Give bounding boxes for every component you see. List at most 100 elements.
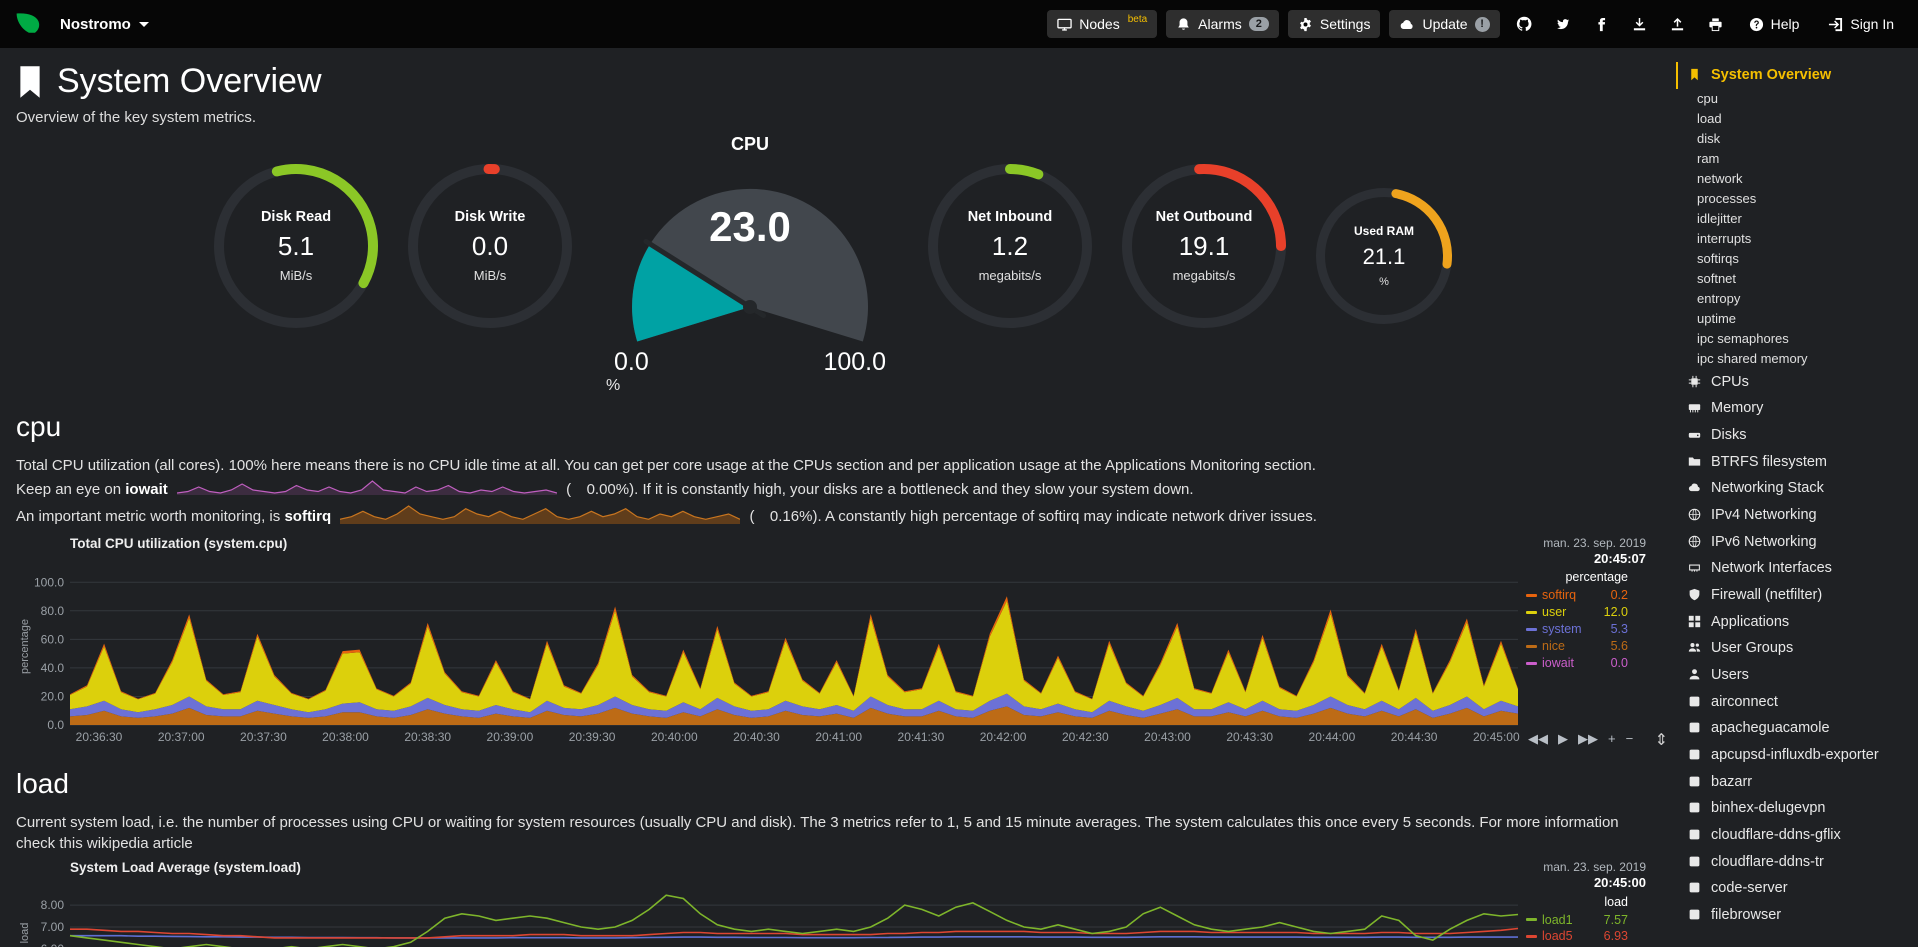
sidebar-item-cloudflare-ddns-gflix[interactable]: cloudflare-ddns-gflix bbox=[1686, 822, 1912, 849]
sidebar-item-system-overview[interactable]: System Overview bbox=[1676, 62, 1912, 89]
sidebar-item-filebrowser[interactable]: filebrowser bbox=[1686, 902, 1912, 929]
legend-item-nice[interactable]: nice 5.6 bbox=[1526, 638, 1644, 655]
svg-text:20:36:30: 20:36:30 bbox=[76, 730, 123, 744]
gauge-max: 100.0 bbox=[823, 348, 886, 376]
sidebar-subitem-softirqs[interactable]: softirqs bbox=[1697, 251, 1739, 267]
svg-text:20:41:30: 20:41:30 bbox=[898, 730, 945, 744]
sidebar-item-cpus[interactable]: CPUs bbox=[1686, 369, 1912, 396]
bookmark-icon bbox=[16, 65, 44, 98]
chart-plot-area[interactable]: load8.007.006.005.0020:36:3020:37:0020:3… bbox=[16, 893, 1526, 947]
sidebar-item-bazarr[interactable]: bazarr bbox=[1686, 769, 1912, 796]
gauge-disk-write[interactable]: Disk Write 0.0 MiB/s bbox=[406, 162, 574, 330]
folder-icon bbox=[1686, 454, 1702, 468]
sidebar-subitem-ipc-shared-memory[interactable]: ipc shared memory bbox=[1697, 351, 1808, 367]
netdata-logo[interactable] bbox=[14, 10, 42, 38]
softirq-value: 0.16% bbox=[769, 508, 813, 525]
chart-plot-area[interactable]: percentage 100.0 80.0 60.0 40.0 20.0 0.0 20:36:… bbox=[16, 568, 1526, 752]
zoom-out-button[interactable]: − bbox=[1625, 731, 1634, 747]
sidebar-item-users[interactable]: Users bbox=[1686, 662, 1912, 689]
box-icon bbox=[1686, 854, 1702, 868]
sidebar-subitem-ram[interactable]: ram bbox=[1697, 151, 1720, 167]
sidebar-item-apcupsd-influxdb-exporter[interactable]: apcupsd-influxdb-exporter bbox=[1686, 742, 1912, 769]
sidebar-subitem-ipc-semaphores[interactable]: ipc semaphores bbox=[1697, 331, 1789, 347]
sidebar-subitem-processes[interactable]: processes bbox=[1697, 191, 1757, 207]
sidebar-item-airconnect[interactable]: airconnect bbox=[1686, 689, 1912, 716]
facebook-icon[interactable] bbox=[1587, 13, 1616, 36]
upload-icon[interactable] bbox=[1663, 13, 1692, 36]
cpu-section-heading: cpu bbox=[16, 411, 62, 442]
help-button[interactable]: Help bbox=[1739, 10, 1810, 38]
legend-item-load1[interactable]: load1 7.57 bbox=[1526, 912, 1644, 929]
sidebar-item-ipv6-networking[interactable]: IPv6 Networking bbox=[1686, 529, 1912, 556]
globe-icon bbox=[1686, 507, 1702, 521]
sidebar-subitem-uptime[interactable]: uptime bbox=[1697, 311, 1737, 327]
download-icon[interactable] bbox=[1625, 13, 1654, 36]
twitter-icon[interactable] bbox=[1548, 13, 1578, 35]
sidebar-subitem-softnet[interactable]: softnet bbox=[1697, 271, 1737, 287]
legend-units: load bbox=[1604, 894, 1628, 909]
github-icon[interactable] bbox=[1509, 12, 1539, 36]
sidebar-item-memory[interactable]: Memory bbox=[1686, 395, 1912, 422]
update-button[interactable]: Update ! bbox=[1389, 10, 1500, 38]
sidebar-item-ipv4-networking[interactable]: IPv4 Networking bbox=[1686, 502, 1912, 529]
nodes-button[interactable]: Nodes beta bbox=[1047, 10, 1158, 38]
legend-item-softirq[interactable]: softirq 0.2 bbox=[1526, 587, 1644, 604]
signin-button[interactable]: Sign In bbox=[1818, 10, 1904, 38]
print-icon[interactable] bbox=[1701, 13, 1730, 36]
legend-item-iowait[interactable]: iowait 0.0 bbox=[1526, 655, 1644, 672]
sidebar-item-network-interfaces[interactable]: Network Interfaces bbox=[1686, 555, 1912, 582]
sidebar-subitem-disk[interactable]: disk bbox=[1697, 131, 1721, 147]
node-selector[interactable]: Nostromo bbox=[54, 15, 155, 34]
svg-text:0.0: 0.0 bbox=[47, 718, 64, 732]
sidebar-subitem-load[interactable]: load bbox=[1697, 111, 1722, 127]
gauge-label: Net Inbound bbox=[967, 209, 1053, 225]
gauge-units: MiB/s bbox=[473, 268, 507, 283]
sidebar-item-applications[interactable]: Applications bbox=[1686, 609, 1912, 636]
chart-cpu[interactable]: Total CPU utilization (system.cpu) man. 2… bbox=[16, 536, 1668, 752]
sidebar-item-disks[interactable]: Disks bbox=[1686, 422, 1912, 449]
alarms-button[interactable]: Alarms 2 bbox=[1166, 10, 1279, 38]
sidebar-item-apacheguacamole[interactable]: apacheguacamole bbox=[1686, 715, 1912, 742]
gauge-cpu[interactable]: CPU 23.0 0.0 100.0% bbox=[600, 134, 900, 395]
wikipedia-link[interactable]: wikipedia article bbox=[86, 835, 193, 853]
sidebar-item-btrfs-filesystem[interactable]: BTRFS filesystem bbox=[1686, 449, 1912, 476]
port-icon bbox=[1686, 560, 1702, 574]
sidebar-item-user-groups[interactable]: User Groups bbox=[1686, 635, 1912, 662]
legend-item-load5[interactable]: load5 6.93 bbox=[1526, 928, 1644, 945]
legend-item-user[interactable]: user 12.0 bbox=[1526, 604, 1644, 621]
gauge-net-outbound[interactable]: Net Outbound 19.1 megabits/s bbox=[1120, 162, 1288, 330]
sidebar-item-binhex-delugevpn[interactable]: binhex-delugevpn bbox=[1686, 795, 1912, 822]
svg-text:20:41:00: 20:41:00 bbox=[815, 730, 862, 744]
gauge-disk-read[interactable]: Disk Read 5.1 MiB/s bbox=[212, 162, 380, 330]
sidebar-subitem-idlejitter[interactable]: idlejitter bbox=[1697, 211, 1742, 227]
chart-title: Total CPU utilization (system.cpu) bbox=[70, 536, 288, 552]
sidebar-subitem-interrupts[interactable]: interrupts bbox=[1697, 231, 1752, 247]
gauges-row: Disk Read 5.1 MiB/s Disk Write 0.0 MiB/s CPU 23… bbox=[212, 134, 1676, 395]
zoom-in-button[interactable]: + bbox=[1608, 731, 1616, 747]
pan-left-button[interactable]: ◀◀ bbox=[1528, 731, 1548, 747]
settings-button[interactable]: Settings bbox=[1287, 10, 1381, 38]
softirq-description: An important metric worth monitoring, is… bbox=[16, 504, 1661, 530]
sidebar-subitem-cpu[interactable]: cpu bbox=[1697, 91, 1718, 107]
memory-icon bbox=[1686, 400, 1702, 414]
svg-text:20:39:30: 20:39:30 bbox=[569, 730, 616, 744]
gauge-used-ram[interactable]: Used RAM 21.1% bbox=[1314, 186, 1454, 326]
cloud-icon bbox=[1686, 480, 1702, 494]
gauge-units: megabits/s bbox=[1172, 268, 1236, 283]
legend-item-system[interactable]: system 5.3 bbox=[1526, 621, 1644, 638]
sidebar-item-cloudflare-ddns-tr[interactable]: cloudflare-ddns-tr bbox=[1686, 849, 1912, 876]
chart-load[interactable]: System Load Average (system.load) man. 23… bbox=[16, 860, 1668, 947]
sidebar-item-firewall-netfilter[interactable]: Firewall (netfilter) bbox=[1686, 582, 1912, 609]
svg-text:6.00: 6.00 bbox=[41, 941, 65, 947]
play-button[interactable]: ▶ bbox=[1558, 731, 1568, 747]
sidebar-item-networking-stack[interactable]: Networking Stack bbox=[1686, 475, 1912, 502]
sidebar-subitem-network[interactable]: network bbox=[1697, 171, 1743, 187]
node-name: Nostromo bbox=[60, 15, 131, 33]
sidebar-item-code-server[interactable]: code-server bbox=[1686, 875, 1912, 902]
pan-right-button[interactable]: ▶▶ bbox=[1578, 731, 1598, 747]
gauge-net-inbound[interactable]: Net Inbound 1.2 megabits/s bbox=[926, 162, 1094, 330]
svg-text:20:40:30: 20:40:30 bbox=[733, 730, 780, 744]
chart-resize-handle[interactable]: ⇕ bbox=[1654, 732, 1668, 750]
load-section-heading: load bbox=[16, 768, 69, 800]
sidebar-subitem-entropy[interactable]: entropy bbox=[1697, 291, 1741, 307]
